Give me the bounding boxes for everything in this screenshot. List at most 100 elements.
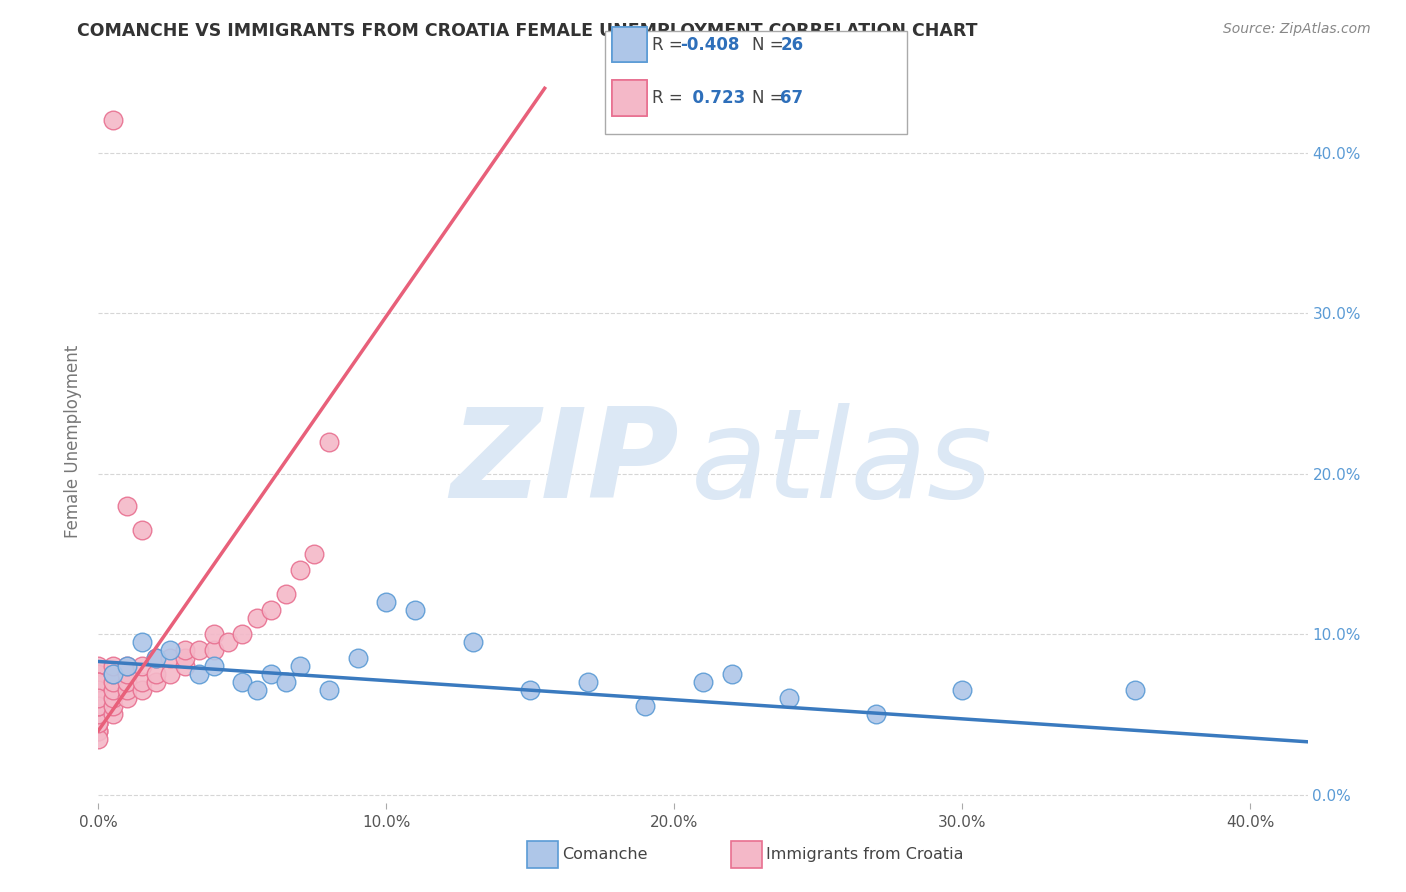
Text: N =: N = <box>752 36 789 54</box>
Point <box>87 683 110 698</box>
Point <box>87 683 110 698</box>
Point <box>131 659 153 673</box>
Point <box>87 699 110 714</box>
Point <box>865 707 887 722</box>
Point <box>173 651 195 665</box>
Point <box>173 659 195 673</box>
Text: COMANCHE VS IMMIGRANTS FROM CROATIA FEMALE UNEMPLOYMENT CORRELATION CHART: COMANCHE VS IMMIGRANTS FROM CROATIA FEMA… <box>77 22 977 40</box>
Point <box>202 659 225 673</box>
Point <box>87 715 110 730</box>
Point <box>87 715 110 730</box>
Point <box>115 659 138 673</box>
Point <box>87 691 110 706</box>
Point <box>131 635 153 649</box>
Point <box>87 707 110 722</box>
Point <box>159 643 181 657</box>
Point <box>87 699 110 714</box>
Point <box>87 723 110 738</box>
Point <box>87 715 110 730</box>
Text: -0.408: -0.408 <box>681 36 740 54</box>
Point <box>115 683 138 698</box>
Point <box>87 699 110 714</box>
Point <box>87 675 110 690</box>
Point <box>231 627 253 641</box>
Point <box>87 731 110 746</box>
Point <box>950 683 973 698</box>
Text: 26: 26 <box>780 36 803 54</box>
Point <box>188 643 211 657</box>
Point <box>87 691 110 706</box>
Point <box>461 635 484 649</box>
Point <box>217 635 239 649</box>
Point <box>173 643 195 657</box>
Point <box>231 675 253 690</box>
Point <box>101 667 124 681</box>
Point <box>288 659 311 673</box>
Text: Comanche: Comanche <box>562 847 648 862</box>
Point <box>115 667 138 681</box>
Point <box>260 667 283 681</box>
Point <box>115 499 138 513</box>
Point <box>202 643 225 657</box>
Point <box>576 675 599 690</box>
Text: Source: ZipAtlas.com: Source: ZipAtlas.com <box>1223 22 1371 37</box>
Point <box>101 667 124 681</box>
Point <box>246 611 269 625</box>
Point <box>318 683 340 698</box>
Text: R =: R = <box>652 36 689 54</box>
Point <box>202 627 225 641</box>
Point <box>274 675 297 690</box>
Point <box>1123 683 1146 698</box>
Point <box>778 691 800 706</box>
Text: atlas: atlas <box>690 402 993 524</box>
Point <box>519 683 541 698</box>
Point <box>101 659 124 673</box>
Point <box>346 651 368 665</box>
Point <box>145 651 167 665</box>
Point <box>101 113 124 128</box>
Point <box>87 659 110 673</box>
Point <box>145 651 167 665</box>
Point <box>159 667 181 681</box>
Text: R =: R = <box>652 89 689 107</box>
Point <box>115 675 138 690</box>
Point <box>101 707 124 722</box>
Point <box>87 667 110 681</box>
Text: ZIP: ZIP <box>450 402 679 524</box>
Point <box>274 587 297 601</box>
Text: N =: N = <box>752 89 789 107</box>
Point <box>246 683 269 698</box>
Point <box>260 603 283 617</box>
Point <box>131 683 153 698</box>
Text: Immigrants from Croatia: Immigrants from Croatia <box>766 847 963 862</box>
Text: 0.723: 0.723 <box>681 89 745 107</box>
Point <box>101 699 124 714</box>
Y-axis label: Female Unemployment: Female Unemployment <box>65 345 83 538</box>
Point <box>87 699 110 714</box>
Point <box>87 683 110 698</box>
Point <box>87 707 110 722</box>
Point <box>188 667 211 681</box>
Point <box>131 523 153 537</box>
Point <box>115 659 138 673</box>
Point <box>101 691 124 706</box>
Point <box>692 675 714 690</box>
Point <box>101 675 124 690</box>
Point <box>115 691 138 706</box>
Point <box>159 651 181 665</box>
Point <box>404 603 426 617</box>
Point <box>131 675 153 690</box>
Point <box>288 563 311 577</box>
Point <box>87 675 110 690</box>
Point <box>87 707 110 722</box>
Point <box>720 667 742 681</box>
Point <box>318 434 340 449</box>
Point <box>87 691 110 706</box>
Text: 67: 67 <box>780 89 803 107</box>
Point <box>87 707 110 722</box>
Point <box>87 683 110 698</box>
Point <box>87 699 110 714</box>
Point <box>145 675 167 690</box>
Point <box>87 675 110 690</box>
Point <box>87 723 110 738</box>
